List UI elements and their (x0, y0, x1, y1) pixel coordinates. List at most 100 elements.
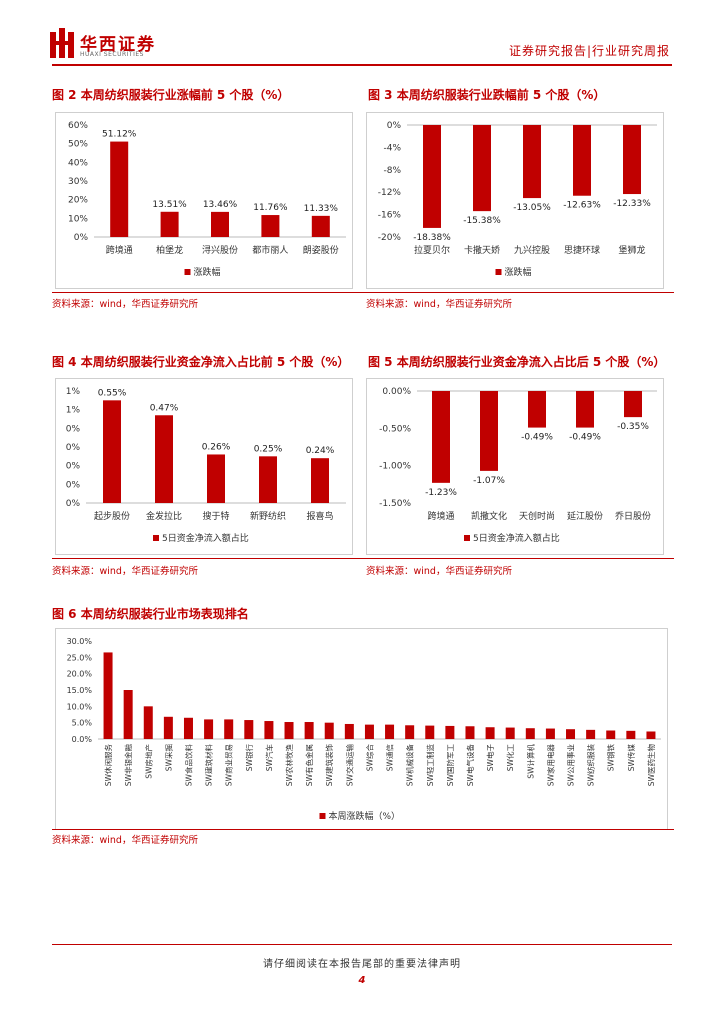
bar (244, 720, 254, 739)
y-tick-label: 0.0% (72, 735, 93, 744)
bar (155, 415, 173, 503)
y-tick-label: 1% (66, 406, 81, 416)
data-label: 13.46% (203, 200, 238, 210)
y-tick-label: 15.0% (67, 686, 93, 695)
category-label: 思捷环球 (564, 244, 600, 256)
category-label: 凯撒文化 (471, 510, 507, 522)
divider-3 (52, 829, 674, 830)
category-label: SW综合 (364, 744, 374, 772)
category-label: SW纺织服装 (586, 744, 596, 787)
bar (606, 730, 616, 739)
category-label: 柏堡龙 (156, 244, 183, 256)
chart-3-svg: 0% -4% -8% -12% -16% -20% -18.38%拉夏贝尔 -15.38% 卡撒… (378, 121, 657, 278)
data-label: -13.05% (513, 203, 551, 213)
bar (344, 723, 354, 739)
y-tick-label: 0% (66, 480, 81, 490)
category-label: 跨境通 (427, 510, 454, 522)
figure-6-source: 资料来源：wind，华西证券研究所 (52, 835, 198, 846)
figure-4-chart: 0% 0% 0% 0% 0% 1% 1% 0.55% 起步股份 0.47% 金发拉比 0.26% 搜于特… (55, 378, 353, 555)
data-label: -0.49% (569, 433, 601, 443)
bar (224, 719, 234, 739)
bar (211, 211, 229, 237)
category-label: SW非银金融 (123, 744, 133, 787)
y-tick-label: -0.50% (379, 424, 411, 434)
data-label: -12.63% (563, 201, 601, 211)
bar (385, 724, 395, 739)
bar (626, 730, 636, 739)
legend-swatch (153, 535, 159, 541)
y-tick-label: 30.0% (67, 637, 93, 646)
y-tick-label: 0% (66, 499, 81, 509)
figure-2-chart: 0% 10% 20% 30% 40% 50% 60% 51.12% 跨境通 13.51% 柏堡龙 13… (55, 112, 353, 289)
y-tick-label: 25.0% (67, 653, 93, 662)
data-label: 13.51% (152, 200, 187, 210)
category-label: SW传媒 (626, 744, 636, 772)
figure-5-title: 图 5 本周纺织服装行业资金净流入占比后 5 个股（%） (368, 355, 666, 369)
bar (364, 724, 374, 739)
y-tick-label: -8% (383, 166, 401, 176)
divider-1 (52, 292, 674, 293)
category-label: SW计算机 (525, 744, 535, 779)
category-label: 跨境通 (106, 244, 133, 256)
bar (103, 400, 121, 503)
data-label: 51.12% (102, 130, 137, 140)
data-label: 0.26% (202, 442, 231, 452)
figure-5-chart: 0.00% -0.50% -1.00% -1.50% -1.23% 跨境通 -1.07% 凯撒… (366, 378, 664, 555)
bar (311, 458, 329, 503)
bar (311, 215, 330, 237)
bar (423, 125, 441, 228)
data-label: 0.55% (98, 388, 127, 398)
y-tick-label: 5.0% (72, 719, 93, 728)
legend-swatch (464, 535, 470, 541)
category-label: 天创时尚 (519, 510, 555, 522)
bar (523, 125, 541, 199)
bar (284, 722, 294, 739)
bar (304, 722, 314, 739)
footer-rule (52, 944, 672, 945)
bar (480, 391, 498, 471)
y-tick-label: -12% (378, 188, 402, 198)
figure-3-chart: 0% -4% -8% -12% -16% -20% -18.38% 拉夏贝尔 -15.38% 卡撒… (366, 112, 664, 289)
category-label: SW商业贸易 (224, 744, 234, 786)
y-tick-label: 50% (68, 140, 88, 150)
category-label: SW医药生物 (646, 744, 656, 787)
bar (465, 726, 475, 739)
category-label: SW电子 (485, 744, 495, 772)
category-label: SW国防军工 (445, 744, 455, 787)
y-tick-label: -16% (378, 211, 402, 221)
category-label: SW有色金属 (304, 744, 314, 786)
category-label: SW建筑装饰 (324, 744, 334, 787)
category-label: 都市丽人 (252, 244, 288, 256)
category-label: SW建筑材料 (204, 744, 214, 787)
category-label: 延江股份 (567, 510, 603, 522)
bar (485, 727, 495, 739)
figure-3-source: 资料来源：wind，华西证券研究所 (366, 299, 512, 310)
bar (623, 125, 641, 195)
bar (103, 652, 113, 739)
bar (432, 391, 450, 483)
category-label: 报喜鸟 (306, 510, 333, 522)
y-tick-label: -4% (383, 143, 401, 153)
bar (425, 725, 435, 739)
figure-4-source: 资料来源：wind，华西证券研究所 (52, 566, 198, 577)
legend-label: 5日资金净流入额占比 (162, 532, 249, 544)
bar (573, 125, 591, 196)
legend-swatch (184, 269, 191, 275)
y-tick-label: 0% (66, 462, 81, 472)
category-label: 搜于特 (202, 510, 229, 522)
report-type: 证券研究报告|行业研究周报 (508, 44, 670, 58)
figure-2-source: 资料来源：wind，华西证券研究所 (52, 299, 198, 310)
data-label: -12.33% (613, 199, 651, 209)
bar (566, 729, 576, 739)
category-label: SW农林牧渔 (284, 744, 294, 787)
bar (259, 456, 277, 503)
category-label: SW轻工制造 (425, 744, 435, 787)
y-tick-label: 10% (68, 214, 88, 224)
brand-name: 华西证券 (80, 35, 156, 55)
bar (261, 215, 280, 237)
category-label: 朗姿股份 (303, 244, 339, 256)
category-label: SW机械设备 (405, 744, 415, 787)
data-label: -1.07% (473, 476, 505, 486)
category-label: 九兴控股 (514, 244, 550, 256)
category-label: 拉夏贝尔 (414, 244, 450, 256)
